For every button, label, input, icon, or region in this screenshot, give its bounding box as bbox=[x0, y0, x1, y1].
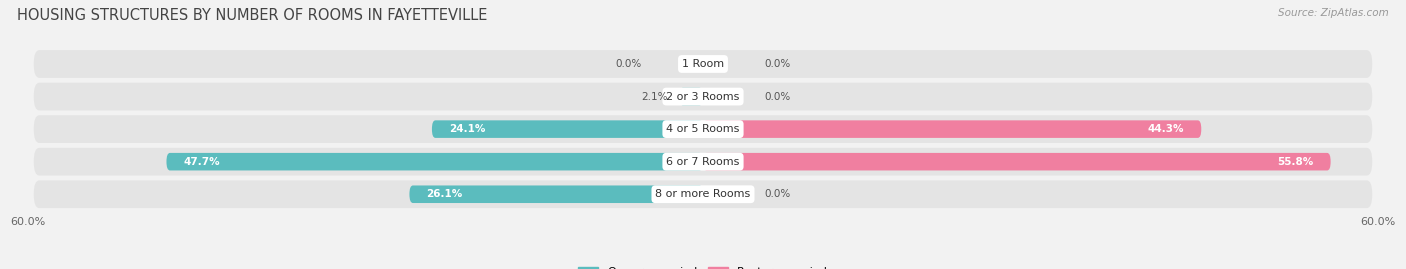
Text: 8 or more Rooms: 8 or more Rooms bbox=[655, 189, 751, 199]
Text: 2 or 3 Rooms: 2 or 3 Rooms bbox=[666, 91, 740, 102]
Text: Source: ZipAtlas.com: Source: ZipAtlas.com bbox=[1278, 8, 1389, 18]
Text: 1 Room: 1 Room bbox=[682, 59, 724, 69]
Text: 0.0%: 0.0% bbox=[765, 189, 792, 199]
FancyBboxPatch shape bbox=[34, 148, 1372, 176]
FancyBboxPatch shape bbox=[34, 115, 1372, 143]
FancyBboxPatch shape bbox=[679, 88, 703, 105]
Text: 55.8%: 55.8% bbox=[1278, 157, 1313, 167]
FancyBboxPatch shape bbox=[34, 83, 1372, 111]
Text: 2.1%: 2.1% bbox=[641, 91, 668, 102]
Text: 0.0%: 0.0% bbox=[765, 91, 792, 102]
Text: 0.0%: 0.0% bbox=[614, 59, 641, 69]
Text: 4 or 5 Rooms: 4 or 5 Rooms bbox=[666, 124, 740, 134]
FancyBboxPatch shape bbox=[703, 120, 1201, 138]
FancyBboxPatch shape bbox=[409, 185, 703, 203]
Text: 26.1%: 26.1% bbox=[426, 189, 463, 199]
FancyBboxPatch shape bbox=[34, 180, 1372, 208]
Text: 24.1%: 24.1% bbox=[449, 124, 485, 134]
Text: HOUSING STRUCTURES BY NUMBER OF ROOMS IN FAYETTEVILLE: HOUSING STRUCTURES BY NUMBER OF ROOMS IN… bbox=[17, 8, 488, 23]
Text: 47.7%: 47.7% bbox=[183, 157, 219, 167]
FancyBboxPatch shape bbox=[34, 50, 1372, 78]
FancyBboxPatch shape bbox=[432, 120, 703, 138]
Text: 0.0%: 0.0% bbox=[765, 59, 792, 69]
Text: 44.3%: 44.3% bbox=[1147, 124, 1184, 134]
FancyBboxPatch shape bbox=[166, 153, 703, 171]
Legend: Owner-occupied, Renter-occupied: Owner-occupied, Renter-occupied bbox=[574, 262, 832, 269]
Text: 6 or 7 Rooms: 6 or 7 Rooms bbox=[666, 157, 740, 167]
FancyBboxPatch shape bbox=[703, 153, 1330, 171]
